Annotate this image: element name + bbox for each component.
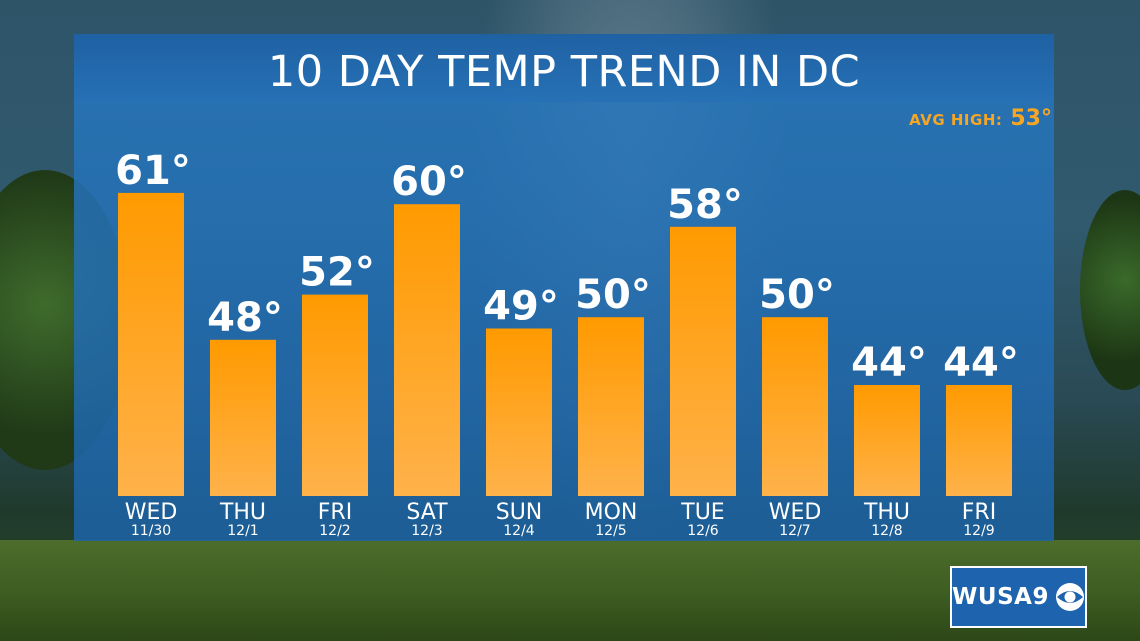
day-label-2: THU bbox=[219, 500, 266, 525]
title-band bbox=[74, 34, 1054, 102]
logo-text: WUSA9 bbox=[952, 584, 1049, 610]
avg-high-annotation: AVG HIGH: 53° bbox=[909, 106, 1052, 131]
date-label-10: 12/9 bbox=[963, 523, 994, 539]
date-label-2: 12/1 bbox=[227, 523, 258, 539]
date-label-8: 12/7 bbox=[779, 523, 810, 539]
date-label-9: 12/8 bbox=[871, 523, 902, 539]
day-label-8: WED bbox=[769, 500, 822, 525]
avg-high-value: 53° bbox=[1010, 106, 1052, 131]
bar-3 bbox=[302, 294, 368, 496]
bar-4 bbox=[394, 204, 460, 496]
day-label-5: SUN bbox=[496, 500, 543, 525]
value-label-1: 61° bbox=[115, 148, 191, 194]
value-label-10: 44° bbox=[943, 340, 1019, 386]
value-label-2: 48° bbox=[207, 295, 283, 341]
value-label-8: 50° bbox=[759, 272, 835, 318]
day-label-7: TUE bbox=[680, 500, 724, 525]
bar-1 bbox=[118, 192, 184, 496]
bar-10 bbox=[946, 385, 1012, 496]
date-label-3: 12/2 bbox=[319, 523, 350, 539]
value-label-7: 58° bbox=[667, 182, 743, 228]
date-label-1: 11/30 bbox=[131, 523, 171, 539]
day-label-4: SAT bbox=[406, 500, 448, 525]
bar-9 bbox=[854, 385, 920, 496]
date-label-5: 12/4 bbox=[503, 523, 535, 539]
bar-6 bbox=[578, 317, 644, 496]
avg-high-label: AVG HIGH: bbox=[909, 111, 1003, 129]
day-label-6: MON bbox=[585, 500, 638, 525]
cbs-eye-icon bbox=[1055, 583, 1084, 611]
day-label-1: WED bbox=[125, 500, 178, 525]
wusa9-logo: WUSA9 bbox=[950, 566, 1087, 628]
chart-title: 10 DAY TEMP TREND IN DC bbox=[267, 47, 861, 97]
bar-5 bbox=[486, 328, 552, 496]
date-label-6: 12/5 bbox=[595, 523, 626, 539]
value-label-9: 44° bbox=[851, 340, 927, 386]
value-label-5: 49° bbox=[483, 284, 559, 330]
bar-7 bbox=[670, 226, 736, 497]
day-label-3: FRI bbox=[318, 500, 352, 525]
day-label-10: FRI bbox=[962, 500, 996, 525]
date-label-7: 12/6 bbox=[687, 523, 719, 539]
value-label-4: 60° bbox=[391, 159, 467, 205]
bar-2 bbox=[210, 339, 276, 496]
value-label-3: 52° bbox=[299, 250, 375, 296]
date-label-4: 12/3 bbox=[411, 523, 442, 539]
bar-8 bbox=[762, 317, 828, 496]
day-label-9: THU bbox=[863, 500, 910, 525]
value-label-6: 50° bbox=[575, 272, 651, 318]
